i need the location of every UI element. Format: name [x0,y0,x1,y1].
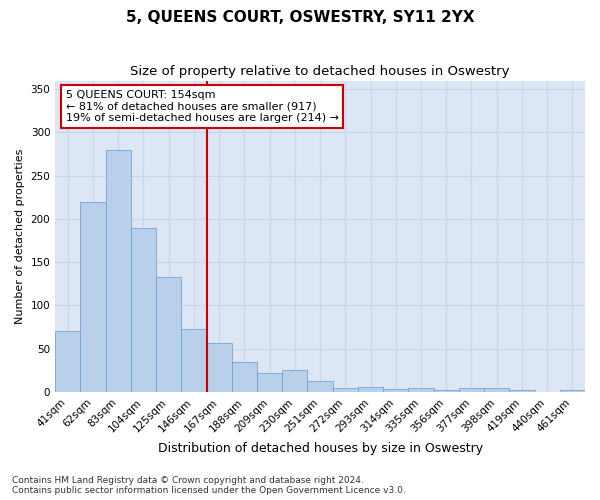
X-axis label: Distribution of detached houses by size in Oswestry: Distribution of detached houses by size … [158,442,482,455]
Title: Size of property relative to detached houses in Oswestry: Size of property relative to detached ho… [130,65,510,78]
Bar [55,332,80,392]
Text: Contains HM Land Registry data © Crown copyright and database right 2024.
Contai: Contains HM Land Registry data © Crown c… [12,476,406,495]
Bar [206,342,232,392]
Text: 5, QUEENS COURT, OSWESTRY, SY11 2YX: 5, QUEENS COURT, OSWESTRY, SY11 2YX [125,10,475,25]
Y-axis label: Number of detached properties: Number of detached properties [15,148,25,324]
Bar [484,388,509,392]
Bar [232,362,257,392]
Bar [282,370,307,392]
Bar [358,387,383,392]
Bar [156,277,181,392]
Bar [560,390,585,392]
Text: 5 QUEENS COURT: 154sqm
← 81% of detached houses are smaller (917)
19% of semi-de: 5 QUEENS COURT: 154sqm ← 81% of detached… [66,90,339,123]
Bar [257,373,282,392]
Bar [307,380,332,392]
Bar [459,388,484,392]
Bar [409,388,434,392]
Bar [332,388,358,392]
Bar [383,390,409,392]
Bar [106,150,131,392]
Bar [181,329,206,392]
Bar [131,228,156,392]
Bar [80,202,106,392]
Bar [509,390,535,392]
Bar [434,390,459,392]
